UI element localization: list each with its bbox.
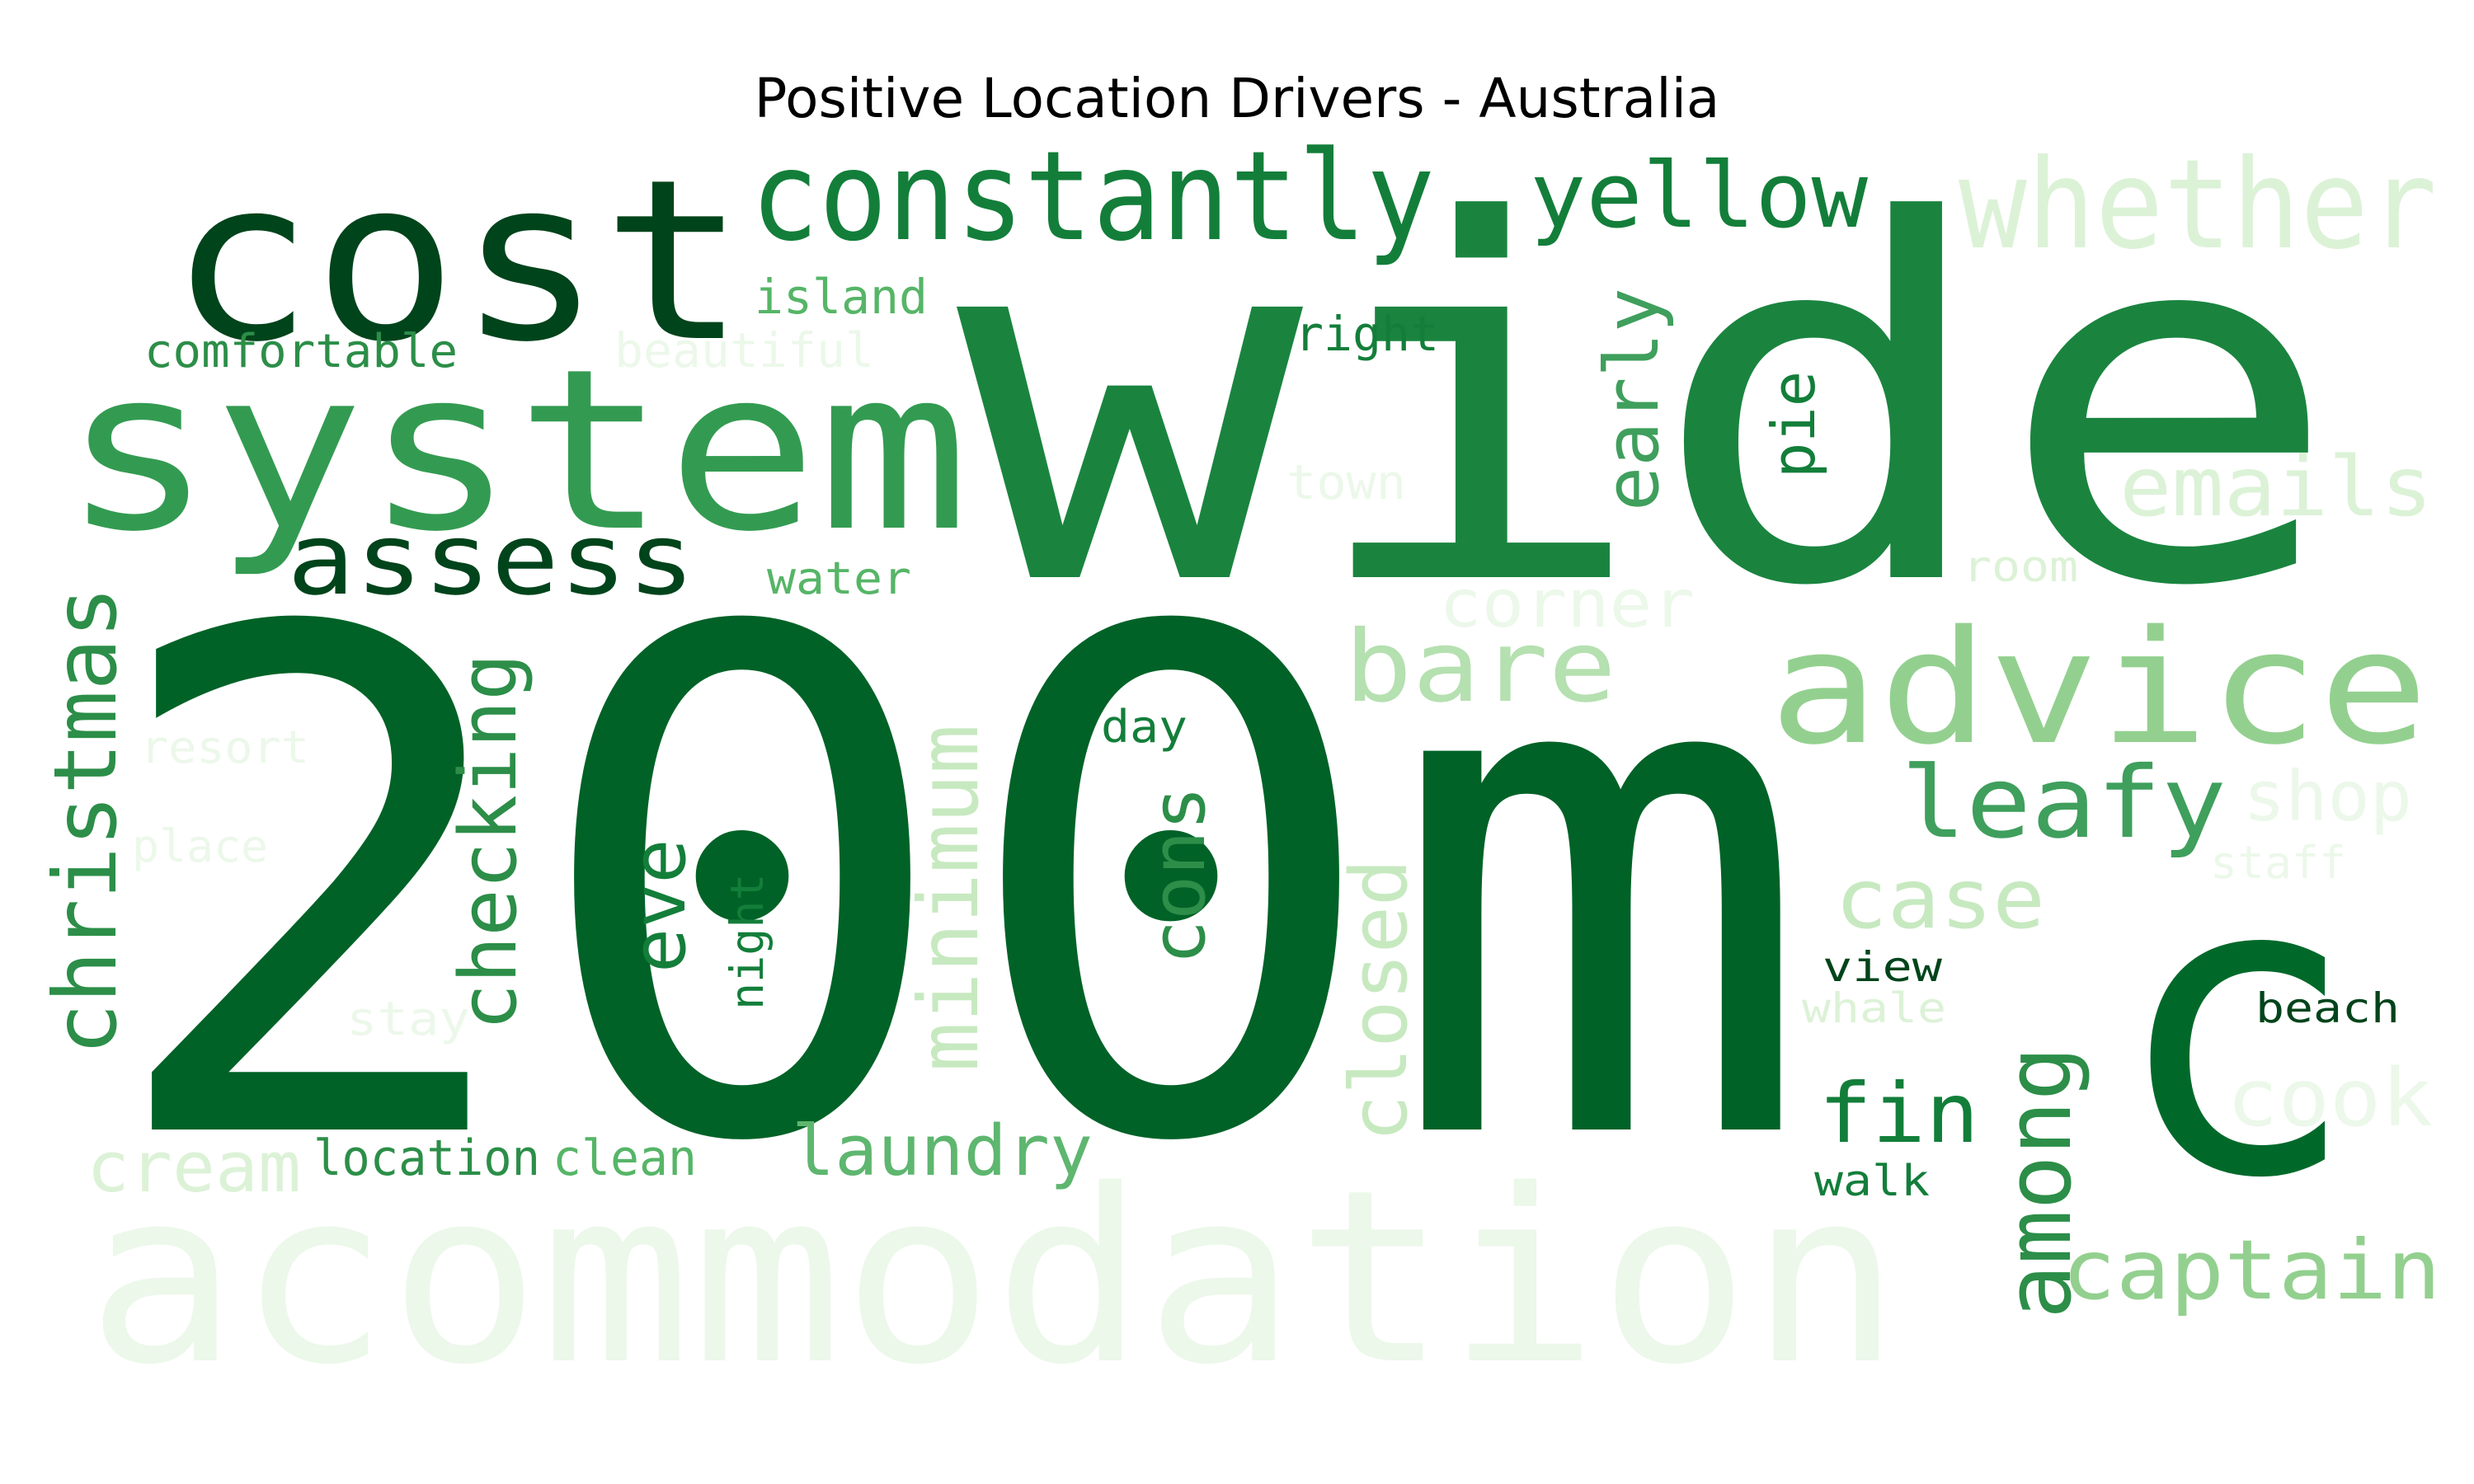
word-checking: checking	[444, 653, 534, 1031]
word-clean: clean	[553, 1129, 697, 1187]
word-christmas: christmas	[35, 586, 136, 1055]
word-whether: whether	[1959, 134, 2437, 277]
word-early: early	[1589, 288, 1676, 511]
word-town: town	[1286, 454, 1406, 510]
word-captain: captain	[2062, 1222, 2441, 1318]
word-minimum: minimum	[901, 725, 997, 1072]
word-system: system	[62, 321, 969, 580]
word-closed: closed	[1334, 859, 1425, 1142]
word-walk: walk	[1814, 1157, 1930, 1206]
word-view: view	[1823, 943, 1943, 991]
word-shop: shop	[2243, 756, 2412, 837]
word-fin: fin	[1818, 1065, 1979, 1162]
word-pie: pie	[1759, 371, 1828, 478]
word-night: night	[721, 873, 774, 1010]
word-laundry: laundry	[792, 1111, 1093, 1192]
word-cons: cons	[1136, 786, 1222, 965]
word-room: room	[1963, 542, 2078, 592]
word-200m: 200m	[99, 487, 1814, 1294]
word-day: day	[1101, 701, 1188, 753]
word-case: case	[1835, 851, 2045, 947]
word-bare: bare	[1344, 610, 1616, 725]
chart-title: Positive Location Drivers - Australia	[755, 67, 1720, 130]
word-among: among	[1986, 1046, 2091, 1319]
word-acommodation: acommodation	[87, 1139, 1901, 1417]
word-leafy: leafy	[1901, 746, 2227, 861]
word-cream: cream	[87, 1127, 301, 1209]
word-wide: wide	[957, 118, 2342, 694]
word-resort: resort	[140, 721, 309, 773]
word-advice: advice	[1769, 597, 2429, 779]
word-yellow: yellow	[1530, 143, 1869, 248]
word-comfortable: comfortable	[144, 325, 458, 378]
word-stay: stay	[346, 993, 470, 1046]
word-beautiful: beautiful	[614, 322, 874, 378]
word-whale: whale	[1802, 984, 1946, 1032]
word-emails: emails	[2119, 439, 2433, 535]
word-constantly: constantly	[750, 125, 1435, 269]
word-island: island	[755, 269, 928, 325]
word-place: place	[132, 820, 268, 872]
word-assess: assess	[287, 503, 695, 618]
word-cook: cook	[2227, 1052, 2433, 1144]
word-beach: beach	[2255, 984, 2400, 1032]
word-location: location	[313, 1129, 540, 1187]
word-water: water	[767, 552, 911, 604]
word-staff: staff	[2210, 837, 2346, 889]
word-corner: corner	[1439, 566, 1695, 642]
word-eve: eve	[616, 838, 703, 973]
word-c: c	[2111, 788, 2359, 1268]
word-cost: cost	[169, 131, 746, 391]
word-right: right	[1295, 306, 1439, 362]
